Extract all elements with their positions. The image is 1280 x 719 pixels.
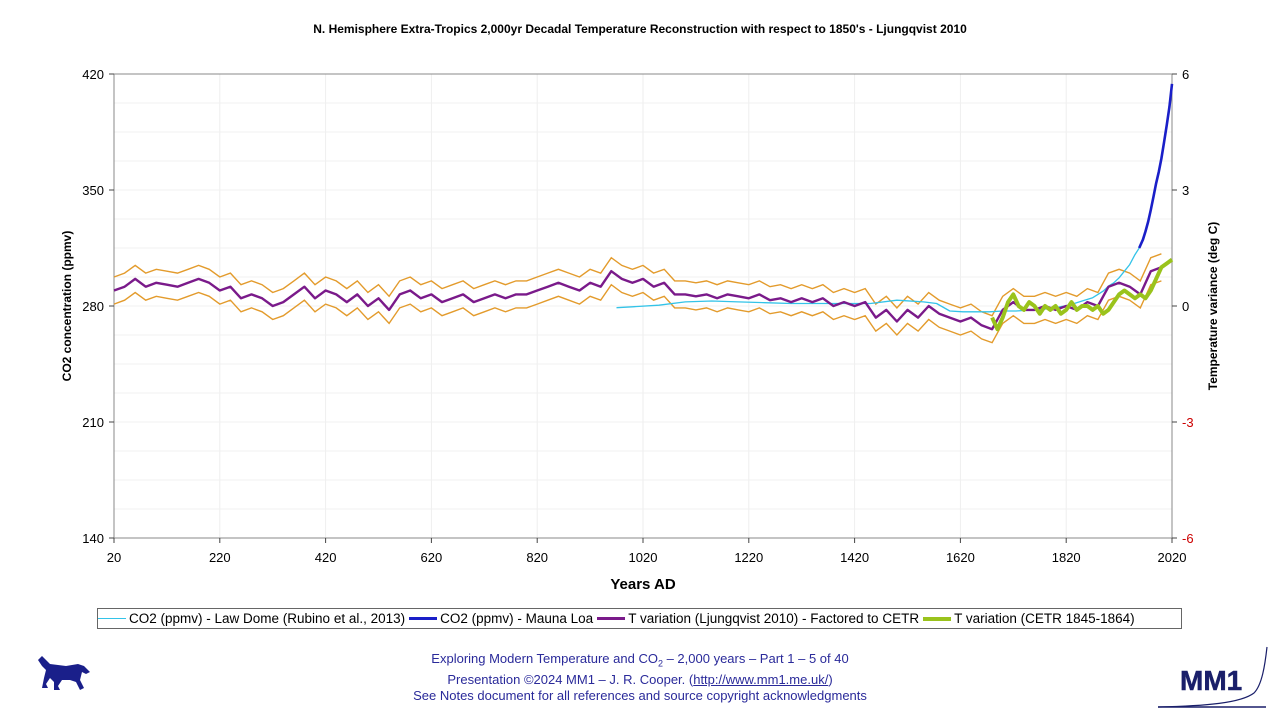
y-right-tick-label: 6 <box>1182 67 1189 82</box>
x-tick-label: 1020 <box>629 550 658 565</box>
law-dome-co2-line <box>616 245 1141 313</box>
legend: CO2 (ppmv) - Law Dome (Rubino et al., 20… <box>97 608 1182 629</box>
x-tick-label: 1420 <box>840 550 869 565</box>
legend-item-law-dome: CO2 (ppmv) - Law Dome (Rubino et al., 20… <box>98 611 405 626</box>
x-tick-label: 220 <box>209 550 231 565</box>
x-tick-label: 1220 <box>734 550 763 565</box>
y-right-tick-label: -3 <box>1182 415 1194 430</box>
dog-logo-icon <box>38 656 90 690</box>
y-right-label: Temperature variance (deg C) <box>1206 222 1220 391</box>
x-axis-label: Years AD <box>610 576 675 593</box>
x-tick-label: 820 <box>526 550 548 565</box>
footer-line-3: See Notes document for all references an… <box>413 687 867 703</box>
y-left-tick-label: 420 <box>82 67 104 82</box>
legend-swatch <box>597 617 626 620</box>
mm1-logo: MM1 <box>1157 646 1268 708</box>
x-tick-label: 20 <box>107 550 121 565</box>
x-tick-label: 620 <box>421 550 443 565</box>
footer-line-2: Presentation ©2024 MM1 – J. R. Cooper. (… <box>447 671 833 687</box>
footer: Exploring Modern Temperature and CO2 – 2… <box>340 651 940 704</box>
series-layer <box>113 83 1174 344</box>
y-left-tick-label: 280 <box>82 299 104 314</box>
x-tick-label: 420 <box>315 550 337 565</box>
y-right-tick-label: 3 <box>1182 183 1189 198</box>
legend-label: CO2 (ppmv) - Law Dome (Rubino et al., 20… <box>129 611 406 626</box>
x-tick-label: 1620 <box>946 550 975 565</box>
footer-line-1: Exploring Modern Temperature and CO2 – 2… <box>431 651 849 669</box>
ljungqvist-temp-line <box>113 266 1162 331</box>
legend-item-mauna-loa: CO2 (ppmv) - Mauna Loa <box>409 611 593 626</box>
legend-swatch <box>98 618 126 619</box>
legend-swatch <box>923 616 952 621</box>
legend-label: CO2 (ppmv) - Mauna Loa <box>440 611 594 626</box>
ljungqvist-lower-band <box>113 280 1162 344</box>
chart-title: N. Hemisphere Extra-Tropics 2,000yr Deca… <box>313 22 967 36</box>
legend-swatch <box>409 617 438 620</box>
footer-link[interactable]: http://www.mm1.me.uk/ <box>693 671 829 687</box>
y-left-tick-label: 140 <box>82 531 104 546</box>
x-tick-label: 1820 <box>1052 550 1081 565</box>
cetr-temp-line <box>990 257 1174 332</box>
legend-label: T variation (Ljungqvist 2010) - Factored… <box>628 611 920 626</box>
legend-label: T variation (CETR 1845-1864) <box>954 611 1135 626</box>
ljungqvist-upper-band <box>113 253 1162 317</box>
logo-text: MM1 <box>1180 665 1242 696</box>
x-tick-label: 2020 <box>1158 550 1187 565</box>
y-left-tick-label: 350 <box>82 183 104 198</box>
axis-ticks: 20 220 420 620 820 1020 1220 1420 1620 1820 2020 14… <box>82 67 1193 565</box>
mauna-loa-co2-line <box>1138 83 1174 249</box>
legend-item-cetr: T variation (CETR 1845-1864) <box>923 611 1135 626</box>
y-left-label: CO2 concentration (ppmv) <box>60 231 74 382</box>
y-right-tick-label: -6 <box>1182 531 1194 546</box>
legend-item-ljungqvist: T variation (Ljungqvist 2010) - Factored… <box>597 611 919 626</box>
y-right-tick-label: 0 <box>1182 299 1189 314</box>
y-left-tick-label: 210 <box>82 415 104 430</box>
